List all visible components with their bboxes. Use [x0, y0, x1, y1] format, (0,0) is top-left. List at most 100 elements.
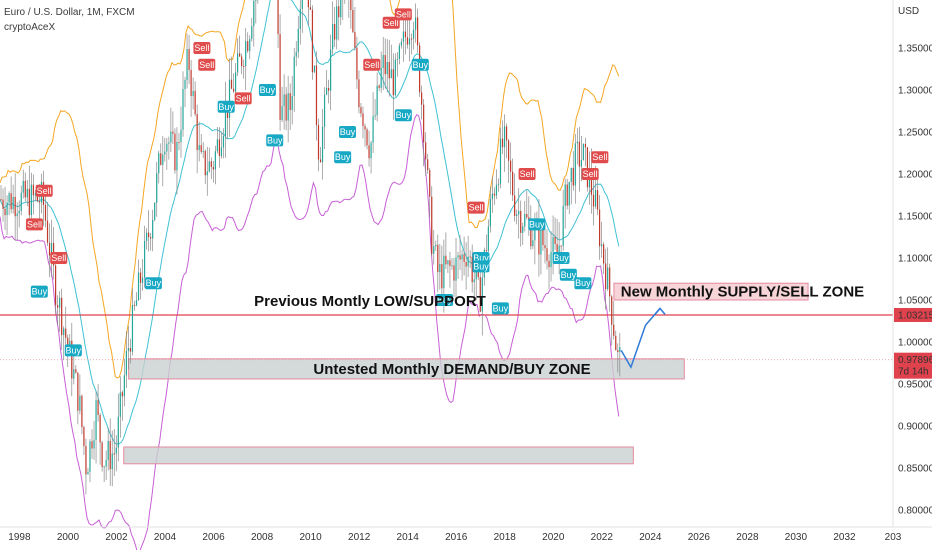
- candle-body: [522, 226, 524, 233]
- candle-body: [495, 184, 498, 196]
- candle-body: [493, 193, 496, 196]
- instrument-title: Euro / U.S. Dollar, 1M, FXCM: [4, 7, 135, 18]
- candle: [34, 189, 36, 201]
- candle: [499, 127, 502, 189]
- candle: [283, 74, 285, 130]
- candle-body: [421, 92, 423, 105]
- candle: [392, 53, 394, 120]
- candle-body: [212, 167, 214, 170]
- candle: [592, 174, 595, 226]
- indicator-bands: [0, 0, 620, 550]
- candle-body: [499, 138, 502, 184]
- candle-body: [176, 142, 178, 171]
- candle-body: [453, 265, 455, 281]
- sell-tag-label: Sell: [384, 18, 399, 28]
- candle: [220, 131, 223, 159]
- candle-body: [10, 193, 12, 210]
- countdown-label: 7d 14h: [898, 367, 929, 378]
- candle: [148, 210, 150, 252]
- candle: [204, 149, 206, 185]
- candle: [103, 465, 105, 483]
- candle: [552, 215, 554, 275]
- candle: [327, 79, 330, 104]
- candle-body: [12, 196, 14, 210]
- candle-body: [546, 248, 548, 261]
- price-tick-label: 1.20000: [898, 170, 932, 181]
- buy-signal: Buy: [258, 84, 276, 96]
- candle-body: [83, 427, 85, 447]
- lower-demand-zone-box: [123, 446, 634, 465]
- candle: [255, 0, 257, 24]
- time-axis: 1998 2000 2002 2004 2006 2008 2010 2012 2014 2016…: [0, 526, 932, 543]
- sell-tag-bg: [591, 151, 609, 164]
- candle: [556, 219, 558, 259]
- candle-body: [174, 133, 176, 171]
- candle-body: [443, 255, 445, 289]
- buy-tag-label: Buy: [32, 287, 48, 297]
- candle: [350, 0, 352, 29]
- candle: [87, 467, 89, 475]
- buy-tag-bg: [472, 260, 490, 273]
- candle: [121, 390, 123, 421]
- candle: [101, 440, 103, 472]
- candle-body: [299, 8, 301, 29]
- candle-body: [526, 214, 528, 218]
- buy-tag-bg: [339, 126, 357, 138]
- candle-body: [524, 214, 526, 227]
- candle: [224, 81, 227, 158]
- candle: [455, 237, 457, 300]
- candle: [439, 243, 441, 290]
- time-tick-label: 2020: [542, 532, 565, 543]
- candle: [8, 191, 10, 216]
- current-price-label: 0.97896: [898, 355, 932, 366]
- candle-body: [404, 31, 407, 38]
- candle-body: [352, 9, 354, 32]
- candle: [388, 39, 390, 97]
- sell-signal: Sell: [467, 201, 485, 214]
- candle: [83, 425, 85, 456]
- projection-path: [620, 307, 661, 369]
- candle: [400, 38, 403, 49]
- buy-tag-label: Buy: [66, 345, 82, 355]
- candle: [190, 60, 192, 117]
- candle-body: [447, 260, 449, 265]
- candle: [208, 147, 210, 173]
- sell-tag-bg: [35, 184, 53, 197]
- candle: [414, 3, 417, 43]
- candle: [309, 0, 312, 10]
- time-tick-label: 2008: [251, 532, 274, 543]
- candle-body: [334, 24, 336, 40]
- candle-body: [301, 0, 303, 9]
- sell-tag-label: Sell: [37, 186, 52, 196]
- candle-body: [414, 17, 417, 30]
- buy-tag-label: Buy: [335, 152, 351, 162]
- buy-tag-label: Buy: [473, 253, 489, 263]
- candle-body: [109, 440, 111, 470]
- candle-body: [374, 115, 376, 117]
- candle-body: [81, 395, 83, 428]
- candle: [412, 21, 415, 50]
- buy-signal: Buy: [334, 151, 352, 164]
- candle-body: [297, 28, 299, 53]
- candle: [247, 32, 249, 53]
- candle-body: [514, 195, 516, 216]
- buy-tag-label: Buy: [267, 135, 283, 145]
- buy-tag-label: Buy: [396, 110, 412, 120]
- candle-body: [160, 153, 162, 165]
- candle: [127, 325, 130, 370]
- candle-body: [332, 24, 334, 50]
- candle-body: [204, 150, 206, 176]
- candle-body: [423, 104, 425, 143]
- candle-body: [469, 256, 471, 258]
- candle-body: [518, 211, 520, 215]
- candle-body: [416, 17, 419, 46]
- candle: [493, 187, 496, 205]
- candle: [348, 0, 350, 18]
- candle-body: [192, 90, 194, 97]
- candle-body: [148, 232, 150, 238]
- candle: [380, 51, 382, 93]
- candle-body: [552, 236, 554, 252]
- candle-body: [307, 0, 309, 8]
